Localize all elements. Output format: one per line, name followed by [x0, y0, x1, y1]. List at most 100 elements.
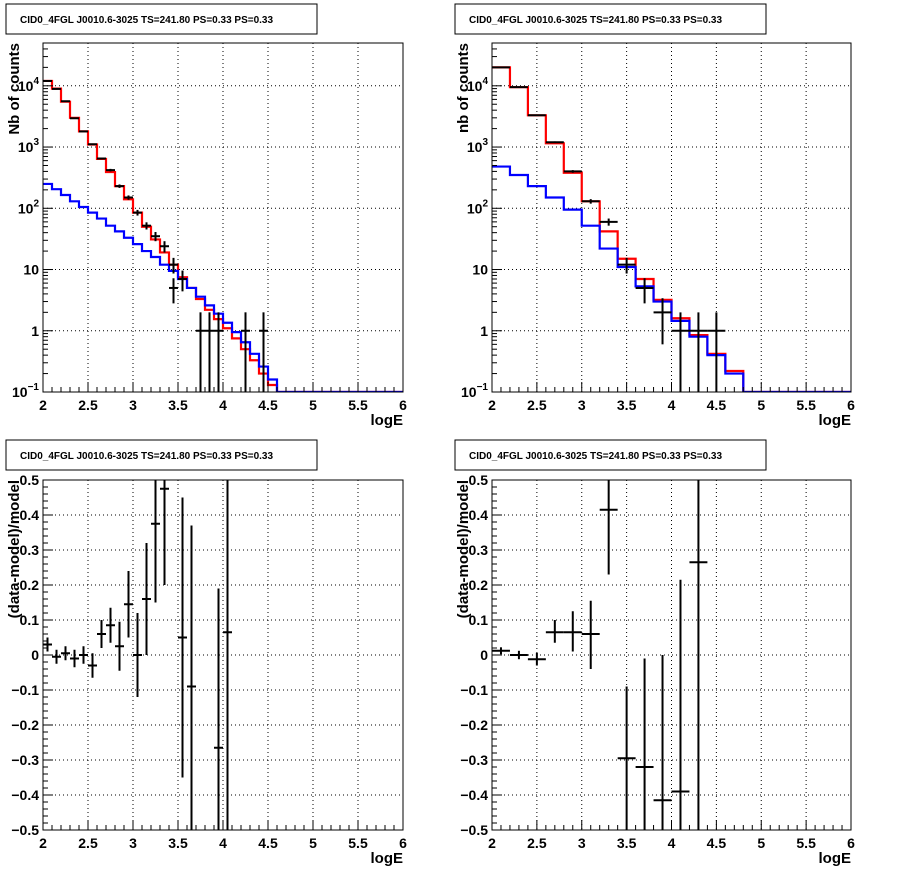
- y-tick-exponent: 4: [33, 76, 39, 87]
- y-tick-base: −0.2: [11, 717, 39, 733]
- data-point: [88, 143, 97, 146]
- data-point: [106, 168, 115, 172]
- y-tick-base: 0.5: [469, 472, 489, 488]
- y-tick-label: 104: [18, 76, 40, 94]
- y-tick-label: 0: [480, 647, 488, 663]
- data-point: [97, 157, 106, 160]
- x-tick-label: 4.5: [258, 397, 278, 413]
- y-tick-label: 0.5: [20, 472, 40, 488]
- data-point: [178, 497, 187, 778]
- data-point: [88, 653, 97, 678]
- data-point: [214, 588, 223, 830]
- data-point: [671, 579, 690, 830]
- data-point: [142, 222, 151, 230]
- x-tick-label: 5: [757, 397, 765, 413]
- data-point: [527, 114, 546, 117]
- data-point: [115, 621, 124, 671]
- data-point: [142, 543, 151, 655]
- data-point: [61, 100, 70, 103]
- y-tick-exponent: 3: [33, 137, 39, 148]
- data-point: [151, 231, 160, 242]
- y-tick-base: 10: [23, 262, 39, 278]
- x-tick-label: 2: [39, 835, 47, 851]
- data-point: [151, 480, 160, 603]
- data-point: [689, 312, 708, 392]
- y-tick-base: 0: [480, 647, 488, 663]
- x-tick-label: 3.5: [168, 397, 188, 413]
- x-tick-label: 6: [399, 835, 407, 851]
- y-tick-base: 0: [31, 647, 39, 663]
- title-box: [454, 439, 767, 471]
- x-tick-label: 6: [847, 397, 855, 413]
- data-point: [599, 480, 618, 575]
- x-tick-label: 5.5: [796, 397, 816, 413]
- chart-panel-3: 2 2.5 3 3.5 4 4.5 5 5.5 6 −0.5 −0.4 −0.3 −0.2 −0.1 0 0.…: [5, 439, 407, 867]
- x-axis-label: logE: [371, 412, 404, 429]
- data-point: [707, 312, 726, 392]
- x-tick-label: 5.5: [796, 835, 816, 851]
- data-point: [581, 199, 600, 204]
- data-point: [133, 613, 142, 697]
- y-tick-label: 0.3: [469, 542, 489, 558]
- y-tick-label: 0: [31, 647, 39, 663]
- y-tick-exponent: −1: [28, 382, 40, 393]
- axis-ticks: [491, 479, 852, 831]
- x-tick-label: 2.5: [527, 397, 547, 413]
- data-point: [169, 257, 178, 274]
- data-point: [124, 571, 133, 638]
- data-point: [223, 480, 232, 830]
- y-tick-base: −0.5: [460, 822, 488, 838]
- data-point: [635, 278, 654, 304]
- y-tick-base: −0.5: [11, 822, 39, 838]
- y-tick-label: 0.4: [20, 507, 40, 523]
- y-tick-label: 1: [31, 323, 39, 339]
- x-tick-label: 5: [757, 835, 765, 851]
- y-tick-base: 10: [12, 384, 28, 400]
- y-tick-label: 0.1: [20, 612, 40, 628]
- y-tick-exponent: −1: [477, 382, 489, 393]
- y-tick-label: 0.3: [20, 542, 40, 558]
- data-point: [509, 86, 528, 89]
- y-tick-label: 0.1: [469, 612, 489, 628]
- x-tick-label: 4: [668, 835, 676, 851]
- y-tick-base: 10: [18, 139, 34, 155]
- x-tick-label: 4.5: [707, 835, 727, 851]
- data-point: [492, 647, 510, 655]
- x-tick-label: 3.5: [617, 397, 637, 413]
- y-tick-base: −0.2: [460, 717, 488, 733]
- y-tick-base: 0.1: [20, 612, 40, 628]
- y-tick-base: 1: [480, 323, 488, 339]
- y-tick-label: 10: [23, 262, 39, 278]
- y-tick-base: 10: [18, 200, 34, 216]
- chart-title: CID0_4FGL J0010.6-3025 TS=241.80 PS=0.33…: [469, 451, 722, 462]
- y-tick-base: −0.4: [11, 787, 39, 803]
- y-tick-label: 0.2: [20, 577, 40, 593]
- axis-ticks: [42, 479, 404, 831]
- y-tick-base: −0.3: [11, 752, 39, 768]
- title-box: [5, 3, 318, 35]
- data-point: [106, 607, 115, 643]
- data-point: [689, 480, 708, 830]
- histogram-series-source-model: [43, 182, 403, 392]
- data-point: [160, 241, 169, 253]
- y-tick-label: 10: [472, 262, 488, 278]
- y-tick-label: 0.2: [469, 577, 489, 593]
- data-point: [205, 312, 214, 392]
- y-tick-base: 10: [18, 78, 34, 94]
- y-tick-base: 1: [31, 323, 39, 339]
- x-tick-label: 4: [668, 397, 676, 413]
- data-point: [52, 649, 61, 664]
- y-tick-exponent: 2: [482, 198, 488, 209]
- grid: [491, 43, 852, 393]
- data-point: [581, 600, 600, 669]
- x-tick-label: 3: [578, 835, 586, 851]
- x-tick-label: 3: [578, 397, 586, 413]
- x-tick-label: 5: [309, 835, 317, 851]
- y-axis-label: nb of counts: [455, 43, 472, 133]
- y-tick-base: 10: [467, 200, 483, 216]
- x-tick-label: 5: [309, 397, 317, 413]
- y-tick-label: 1: [480, 323, 488, 339]
- data-point: [97, 620, 106, 648]
- data-point: [527, 652, 546, 666]
- y-tick-base: 0.2: [20, 577, 40, 593]
